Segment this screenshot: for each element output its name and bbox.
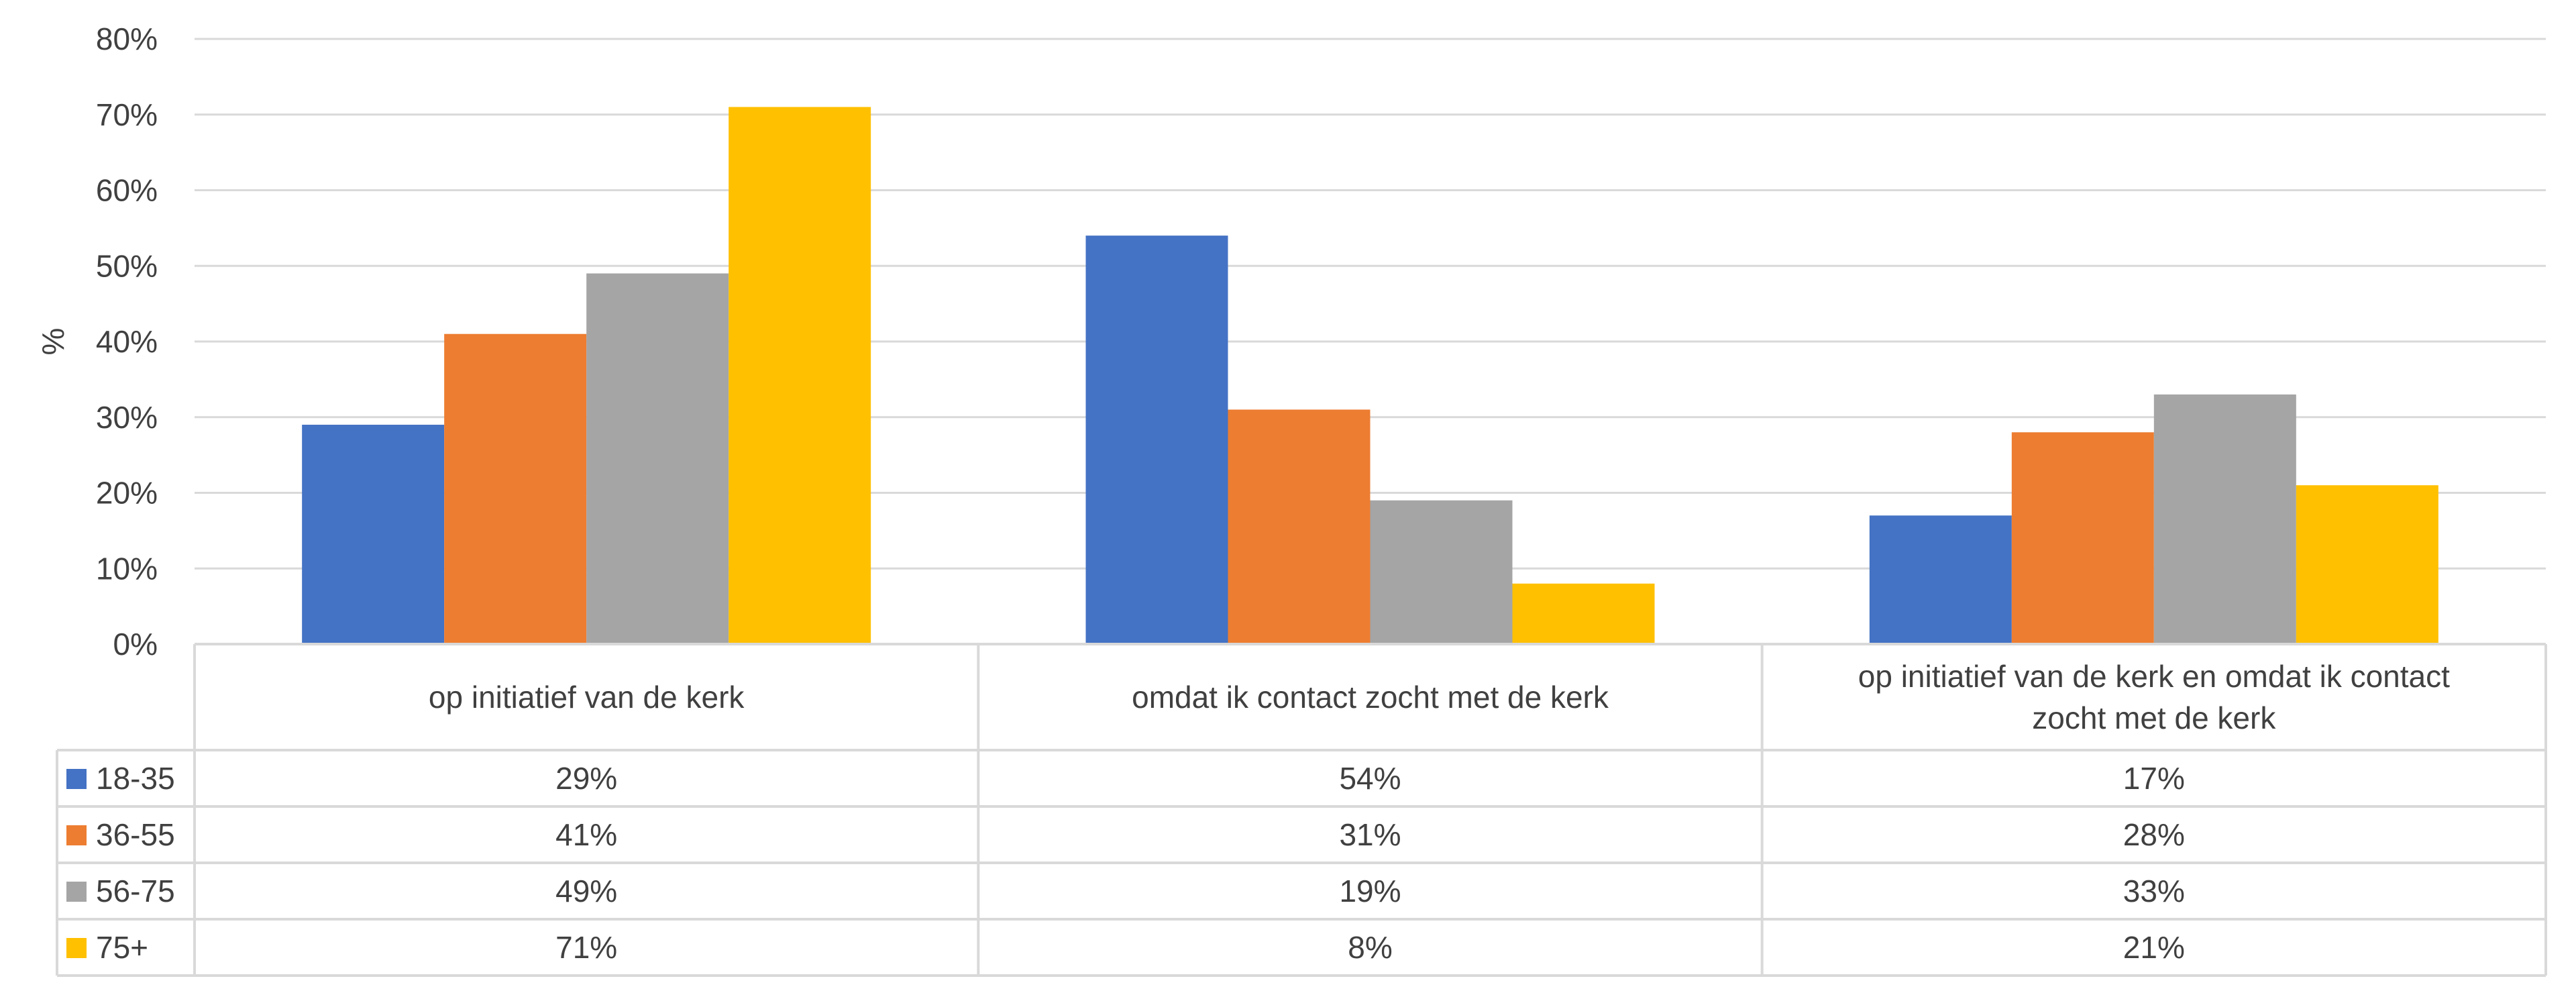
y-tick-label: 30% <box>96 400 158 435</box>
legend-label: 18-35 <box>96 761 175 796</box>
bar-75+-1 <box>729 107 871 645</box>
table-value: 19% <box>1339 874 1401 908</box>
table-value: 21% <box>2123 930 2185 965</box>
bar-75+-3 <box>2296 485 2438 644</box>
legend-key-75+ <box>66 938 87 958</box>
bar-56-75-1 <box>586 273 729 644</box>
legend-label: 56-75 <box>96 874 175 908</box>
category-label: op initiatief van de kerk en omdat ik co… <box>1858 659 2450 735</box>
bar-18-35-1 <box>302 425 445 644</box>
y-tick-label: 60% <box>96 173 158 208</box>
y-tick-label: 0% <box>113 627 158 662</box>
table-value: 41% <box>555 817 617 852</box>
y-tick-label: 20% <box>96 476 158 511</box>
y-tick-label: 70% <box>96 97 158 132</box>
table-value: 54% <box>1339 761 1401 796</box>
legend-key-36-55 <box>66 825 87 845</box>
legend-key-18-35 <box>66 769 87 789</box>
y-tick-label: 40% <box>96 324 158 359</box>
category-label: op initiatief van de kerk <box>429 680 745 715</box>
y-tick-label: 80% <box>96 21 158 56</box>
table-value: 71% <box>555 930 617 965</box>
legend-label: 75+ <box>96 930 148 965</box>
table-value: 29% <box>555 761 617 796</box>
bar-75+-2 <box>1512 583 1655 644</box>
category-label: omdat ik contact zocht met de kerk <box>1132 680 1609 715</box>
table-value: 8% <box>1348 930 1392 965</box>
bars <box>302 107 2438 645</box>
table-value: 49% <box>555 874 617 908</box>
data-table: op initiatief van de kerk omdat ik contac… <box>56 643 2547 977</box>
y-tick-label: 50% <box>96 248 158 283</box>
y-axis-label: % <box>36 328 70 356</box>
table-value: 28% <box>2123 817 2185 852</box>
legend-key-56-75 <box>66 882 87 902</box>
bar-56-75-2 <box>1370 500 1513 644</box>
bar-36-55-1 <box>444 333 587 644</box>
bar-36-55-3 <box>2011 432 2154 644</box>
y-tick-label: 10% <box>96 551 158 586</box>
table-value: 33% <box>2123 874 2185 908</box>
table-value: 31% <box>1339 817 1401 852</box>
y-axis-ticks: 0% 10% 20% 30% 40% 50% 60% 70% 80% <box>96 21 158 662</box>
bar-36-55-2 <box>1228 409 1371 644</box>
table-value: 17% <box>2123 761 2185 796</box>
bar-18-35-3 <box>1869 515 2012 644</box>
legend-label: 36-55 <box>96 817 175 852</box>
bar-18-35-2 <box>1085 236 1228 644</box>
bar-56-75-3 <box>2153 394 2296 644</box>
